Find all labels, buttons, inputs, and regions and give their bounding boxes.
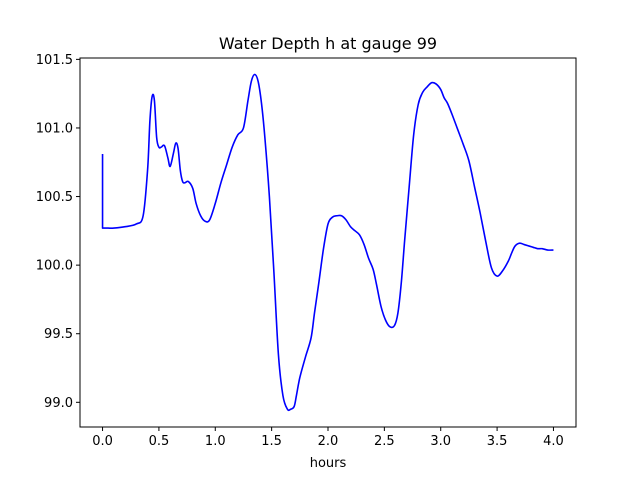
y-tick-label: 100.0	[36, 259, 73, 274]
y-tick-label: 101.5	[36, 53, 73, 68]
series-line	[101, 73, 554, 412]
y-tick-label: 101.0	[36, 121, 73, 136]
x-tick-label: 1.5	[261, 434, 282, 449]
x-tick-label: 2.5	[374, 434, 395, 449]
x-tick-label: 3.0	[430, 434, 451, 449]
x-tick-label: 2.0	[318, 434, 339, 449]
y-tick-label: 100.5	[36, 190, 73, 205]
x-tick-label: 1.0	[205, 434, 226, 449]
y-axis: 99.0 99.5 100.0 100.5 101.0 101.5	[36, 53, 80, 411]
x-tick-label: 0.5	[149, 434, 170, 449]
plot-area	[101, 73, 554, 412]
chart-title: Water Depth h at gauge 99	[219, 34, 437, 53]
x-tick-label: 3.5	[487, 434, 508, 449]
x-tick-label: 0.0	[92, 434, 113, 449]
y-tick-label: 99.0	[44, 396, 73, 411]
x-axis: 0.0 0.5 1.0 1.5 2.0 2.5 3.0 3.5 4.0	[92, 427, 564, 449]
y-tick-label: 99.5	[44, 327, 73, 342]
x-tick-label: 4.0	[543, 434, 564, 449]
x-axis-label: hours	[310, 456, 347, 471]
